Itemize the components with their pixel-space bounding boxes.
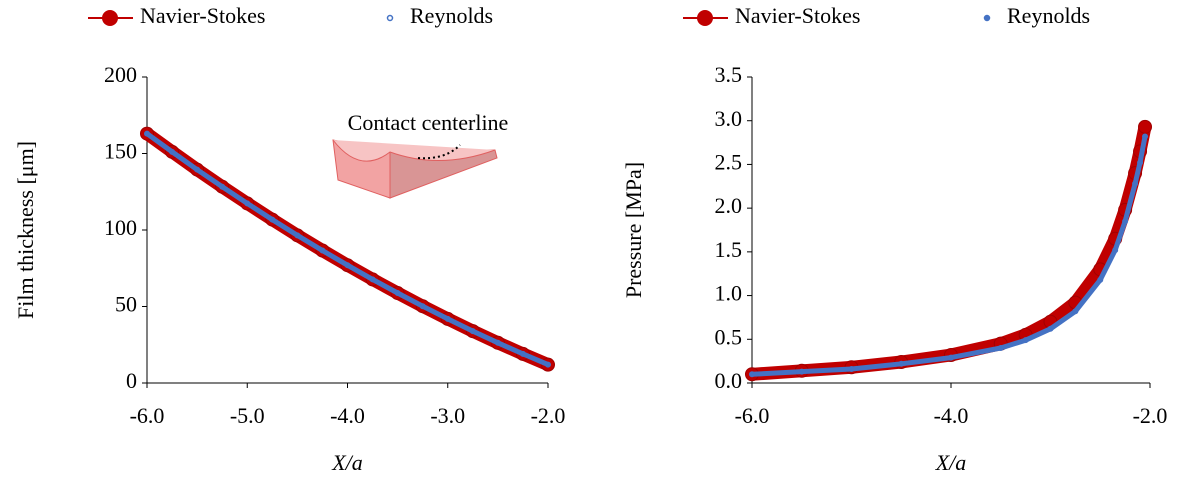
y-axis-title: Film thickness [μm]	[13, 141, 38, 319]
data-point	[494, 339, 501, 346]
data-point	[344, 262, 351, 269]
x-tick-label: -2.0	[1133, 403, 1168, 428]
x-axis-title: X/a	[935, 450, 967, 475]
data-point	[1142, 133, 1149, 140]
y-tick-label: 100	[104, 215, 137, 240]
y-tick-label: 0.5	[715, 324, 743, 349]
data-point	[848, 366, 855, 373]
annotation: Contact centerline	[348, 110, 509, 135]
x-tick-label: -4.0	[934, 403, 969, 428]
data-point	[1137, 159, 1144, 166]
y-tick-label: 3.5	[715, 62, 743, 87]
data-point	[319, 247, 326, 254]
y-axis-title: Pressure [MPa]	[621, 162, 646, 298]
data-point	[394, 290, 401, 297]
data-point	[219, 183, 226, 190]
data-point	[294, 232, 301, 239]
x-axis-title: X/a	[331, 450, 363, 475]
legend-marker	[386, 14, 394, 22]
y-tick-label: 2.0	[715, 193, 743, 218]
data-point	[469, 328, 476, 335]
legend-marker	[983, 14, 991, 22]
legend-label: Navier-Stokes	[735, 3, 860, 28]
data-point	[194, 166, 201, 173]
y-tick-label: 200	[104, 62, 137, 87]
data-point	[997, 345, 1004, 352]
data-point	[1112, 247, 1119, 254]
data-point	[1072, 308, 1079, 315]
x-tick-label: -6.0	[735, 403, 770, 428]
data-point	[1097, 276, 1104, 283]
data-point	[1122, 218, 1129, 225]
inset-sketch	[332, 139, 498, 199]
y-tick-label: 3.0	[715, 106, 743, 131]
x-tick-label: -6.0	[130, 403, 165, 428]
data-point	[269, 216, 276, 223]
y-tick-label: 2.5	[715, 149, 743, 174]
y-tick-label: 0	[126, 368, 137, 393]
legend-label: Reynolds	[1007, 3, 1090, 28]
data-point	[369, 276, 376, 283]
data-point	[545, 361, 551, 368]
data-point	[144, 130, 150, 137]
legend-marker	[102, 10, 118, 26]
x-tick-label: -3.0	[430, 403, 465, 428]
series-line	[745, 120, 1152, 381]
legend-marker	[697, 10, 713, 26]
data-point	[519, 350, 526, 357]
data-point	[169, 148, 176, 155]
legend-label: Navier-Stokes	[140, 3, 265, 28]
data-point	[1138, 119, 1153, 134]
data-point	[1132, 180, 1139, 187]
data-point	[1022, 337, 1029, 344]
series-line	[749, 134, 1148, 377]
data-point	[444, 315, 451, 322]
data-point	[898, 360, 905, 367]
data-point	[948, 354, 954, 361]
data-point	[798, 368, 805, 375]
legend-label: Reynolds	[410, 3, 493, 28]
data-point	[1047, 325, 1054, 332]
data-point	[419, 303, 426, 310]
x-tick-label: -4.0	[330, 403, 365, 428]
x-tick-label: -5.0	[230, 403, 265, 428]
data-point	[244, 200, 251, 207]
y-tick-label: 0.0	[715, 368, 743, 393]
y-tick-label: 50	[115, 292, 137, 317]
data-point	[749, 371, 755, 378]
y-tick-label: 150	[104, 139, 137, 164]
x-tick-label: -2.0	[531, 403, 566, 428]
y-tick-label: 1.0	[715, 281, 743, 306]
y-tick-label: 1.5	[715, 237, 743, 262]
